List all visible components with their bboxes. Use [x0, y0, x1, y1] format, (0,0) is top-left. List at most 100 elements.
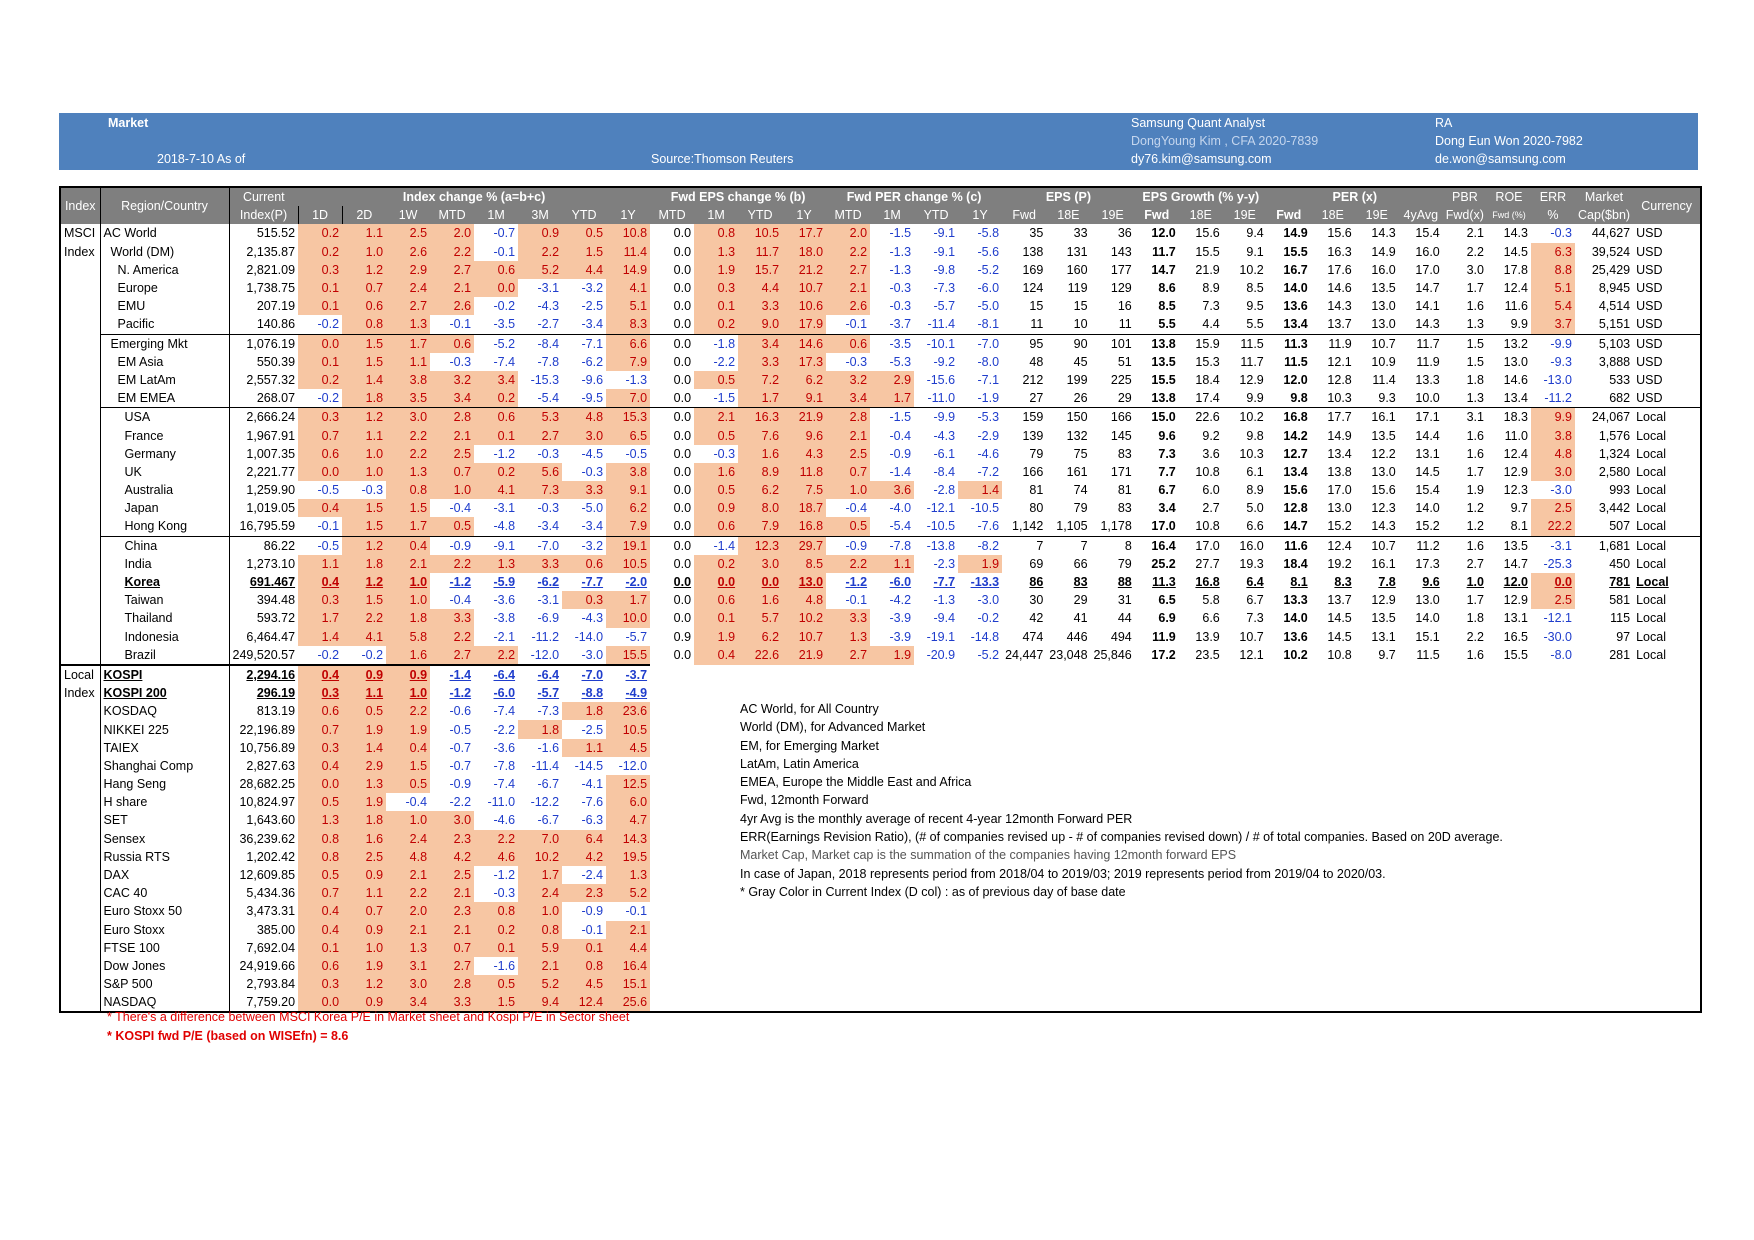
index-change: 19.1 — [606, 535, 651, 555]
analyst-name: DongYoung Kim , CFA 2020-7839 — [1131, 134, 1319, 148]
index-change: -9.1 — [474, 535, 519, 555]
fwd-eps-change: 0.0 — [673, 391, 692, 406]
index-change: -14.5 — [574, 758, 604, 773]
per-value: 14.7 — [1415, 281, 1440, 296]
analyst-email[interactable]: dy76.kim@samsung.com — [1131, 152, 1272, 166]
eps-growth: 13.9 — [1195, 629, 1220, 644]
index-change: 3.3 — [562, 481, 607, 500]
fwd-eps-change: 1.6 — [738, 591, 783, 610]
table-row: Emerging Mkt 1,076.19 0.0 1.5 1.7 0.6 -5.2 -8.4… — [60, 333, 1702, 353]
col-header-err: ERR — [1530, 187, 1575, 207]
index-change: -12.2 — [530, 795, 560, 810]
fwd-per-change: -5.3 — [958, 407, 1003, 427]
index-change: 15.1 — [606, 975, 651, 994]
index-change: 1.5 — [342, 591, 387, 610]
fwd-per-change: 1.9 — [870, 645, 915, 665]
index-change: -7.4 — [493, 704, 516, 719]
group-label — [60, 444, 101, 463]
fwd-eps-change: 6.2 — [738, 627, 783, 646]
fwd-per-change: -5.3 — [889, 354, 912, 369]
err-value: 9.9 — [1530, 407, 1575, 427]
index-change: 1.4 — [342, 738, 387, 757]
index-change: -0.3 — [493, 886, 516, 901]
eps-value: 36 — [1117, 226, 1132, 241]
per-value: 14.9 — [1371, 244, 1396, 259]
sheet-title: Market — [108, 116, 149, 130]
local-index-name: NASDAQ — [100, 993, 230, 1013]
index-change: -0.3 — [581, 464, 604, 479]
index-change: 0.4 — [298, 902, 343, 921]
eps-value: 74 — [1073, 483, 1088, 498]
fwd-eps-change: 0.1 — [694, 609, 739, 628]
per-value: 14.3 — [1371, 226, 1396, 241]
eps-value: 101 — [1090, 333, 1135, 353]
index-change: 0.1 — [298, 297, 343, 316]
local-index-name: KOSPI — [100, 663, 230, 685]
index-change: 0.5 — [386, 775, 431, 794]
col-header-err-sub: % — [1530, 206, 1575, 225]
per-value: 14.5 — [1327, 629, 1352, 644]
current-index: 1,643.60 — [246, 813, 296, 828]
local-index-name: SET — [100, 811, 230, 830]
note-line: In case of Japan, 2018 represents period… — [740, 866, 1386, 881]
group-label — [60, 938, 101, 957]
table-row: NASDAQ 7,759.20 0.0 0.9 3.4 3.3 1.5 9.4 12.4 25.6 — [60, 993, 1701, 1013]
per-value: 13.1 — [1371, 629, 1396, 644]
group-label — [60, 297, 101, 316]
eps-growth: 10.3 — [1239, 446, 1264, 461]
col-header-epsp-sub: 19E — [1090, 206, 1135, 225]
group-label: Index — [60, 684, 101, 703]
per-value: 16.1 — [1354, 407, 1399, 427]
eps-growth: 6.6 — [1202, 611, 1220, 626]
eps-value: 212 — [1022, 372, 1044, 387]
group-label — [60, 260, 101, 279]
eps-value: 79 — [1029, 446, 1044, 461]
ra-email[interactable]: de.won@samsung.com — [1435, 152, 1566, 166]
eps-value: 83 — [1117, 446, 1132, 461]
per-value: 7.8 — [1378, 575, 1396, 590]
pbr-value: 1.8 — [1466, 372, 1484, 387]
fwd-eps-change: 1.3 — [694, 242, 739, 261]
err-value: -9.9 — [1530, 333, 1575, 353]
per-value: 13.0 — [1327, 501, 1352, 516]
index-change: -7.7 — [581, 575, 604, 590]
roe-value: 14.6 — [1503, 372, 1528, 387]
index-change: 0.5 — [342, 702, 387, 721]
index-change: 0.1 — [298, 278, 343, 298]
index-change: 1.5 — [342, 333, 387, 353]
index-change: -2.7 — [537, 317, 560, 332]
fwd-eps-change: 1.7 — [738, 389, 783, 408]
index-change: 0.5 — [474, 975, 519, 994]
roe-value: 15.5 — [1503, 648, 1528, 663]
pbr-value: 1.7 — [1466, 281, 1484, 296]
index-change: 1.9 — [342, 956, 387, 976]
index-change: 5.2 — [518, 975, 563, 994]
market-cap: 281 — [1609, 648, 1631, 663]
eps-value: 88 — [1117, 575, 1132, 590]
per-value: 15.2 — [1327, 519, 1352, 534]
current-index: 3,473.31 — [246, 904, 296, 919]
pbr-value: 1.6 — [1466, 299, 1484, 314]
col-header-index-change: Index change % (a=b+c) — [298, 187, 651, 207]
index-change: 15.3 — [606, 407, 651, 427]
market-cap: 3,442 — [1598, 501, 1631, 516]
eps-growth: 5.5 — [1158, 317, 1176, 332]
region-name: EM Asia — [100, 352, 230, 371]
region-name: Taiwan — [100, 591, 230, 610]
eps-value: 33 — [1073, 226, 1088, 241]
fwd-eps-change: 1.9 — [694, 260, 739, 279]
local-index-name: FTSE 100 — [100, 938, 230, 957]
index-change: 1.5 — [562, 242, 607, 261]
index-change: 2.1 — [386, 920, 431, 939]
fwd-eps-change: 7.6 — [738, 426, 783, 445]
index-change: -0.2 — [361, 647, 384, 662]
pbr-value: 1.0 — [1466, 575, 1484, 590]
col-header-epsg-sub: 19E — [1222, 206, 1267, 225]
index-change: 4.2 — [562, 847, 607, 866]
eps-growth: 12.9 — [1239, 372, 1264, 387]
fwd-per-change: -13.3 — [970, 575, 1000, 590]
per-value: 11.9 — [1416, 354, 1440, 369]
eps-value: 1,105 — [1056, 519, 1088, 534]
index-change: 1.1 — [342, 426, 387, 445]
fwd-per-change: 0.5 — [826, 517, 871, 537]
